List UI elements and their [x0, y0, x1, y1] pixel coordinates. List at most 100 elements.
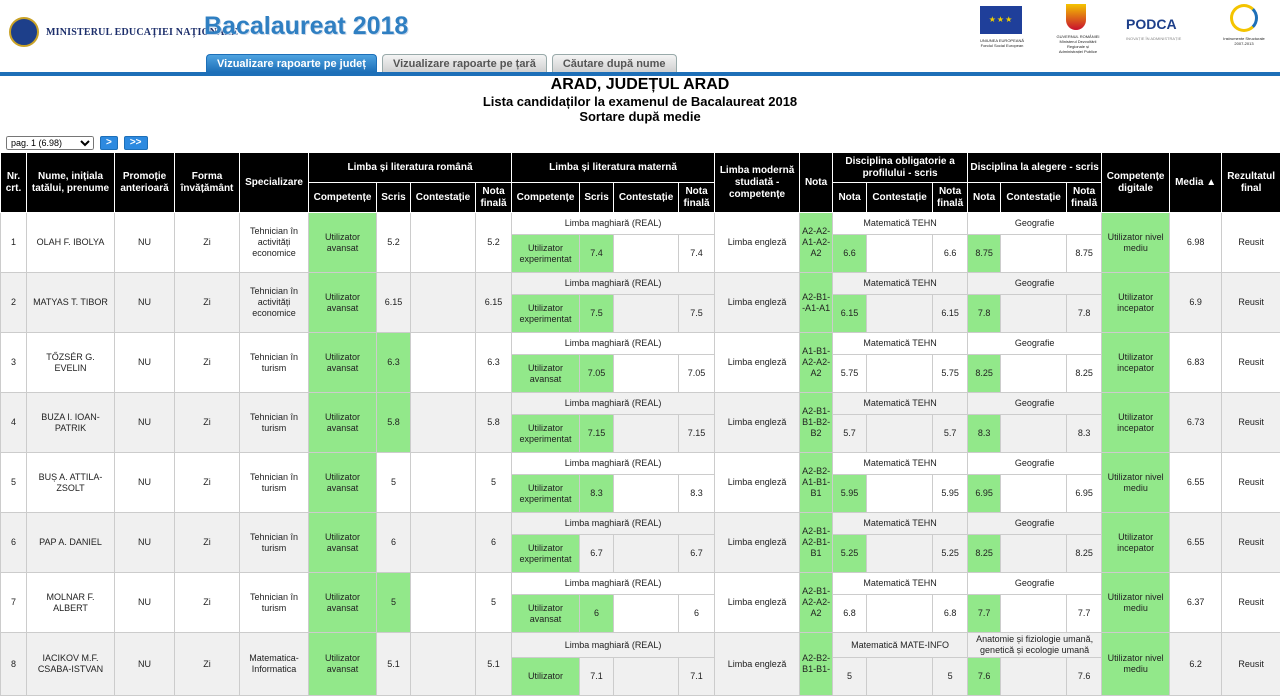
cell-mat-scris: 6 [580, 595, 614, 633]
cell-nr: 7 [1, 573, 27, 633]
col-mat-nota-finala: Nota finală [679, 183, 715, 213]
cell-ro-comp: Utilizator avansat [309, 333, 377, 393]
col-mat-contestatie: Contestație [614, 183, 679, 213]
cell-obl-final: 5 [933, 658, 968, 696]
cell-mat-comp: Utilizator avansat [512, 595, 580, 633]
cell-obl-final: 6.15 [933, 295, 968, 333]
cell-obl-nota: 6.6 [833, 235, 867, 273]
cell-obl-nota: 6.15 [833, 295, 867, 333]
cell-mat-comp: Utilizator avansat [512, 355, 580, 393]
cell-digital: Utilizator nivel mediu [1102, 633, 1170, 696]
tab-country-reports[interactable]: Vizualizare rapoarte pe țară [382, 54, 547, 72]
cell-alg-name: Geografie [968, 213, 1102, 235]
cell-promo: NU [115, 213, 175, 273]
cell-obl-nota: 5.25 [833, 535, 867, 573]
cell-ro-scris: 5 [377, 453, 411, 513]
cell-name: BUȘ A. ATTILA-ZSOLT [27, 453, 115, 513]
cell-mat-lang: Limba maghiară (REAL) [512, 213, 715, 235]
cell-mat-scris: 7.05 [580, 355, 614, 393]
cell-ro-final: 6.15 [476, 273, 512, 333]
cell-ro-scris: 6 [377, 513, 411, 573]
cell-mat-lang: Limba maghiară (REAL) [512, 333, 715, 355]
col-digital: Competențe digitale [1102, 153, 1170, 213]
cell-name: OLAH F. IBOLYA [27, 213, 115, 273]
cell-modern-lang: Limba engleză [715, 573, 800, 633]
cell-ro-final: 5.2 [476, 213, 512, 273]
eu-flag-icon: ★★★ [980, 6, 1022, 34]
cell-mat-lang: Limba maghiară (REAL) [512, 513, 715, 535]
cell-modern-lang: Limba engleză [715, 213, 800, 273]
report-heading: ARAD, JUDEȚUL ARAD Lista candidaților la… [0, 76, 1280, 124]
col-group-obligatory: Disciplina obligatorie a profilului - sc… [833, 153, 968, 183]
col-nr: Nr. crt. [1, 153, 27, 213]
cell-mat-final: 7.15 [679, 415, 715, 453]
podca-logo: PODCA [1126, 16, 1177, 32]
cell-alg-final: 7.6 [1067, 658, 1102, 696]
col-media-sort[interactable]: Media ▲ [1170, 153, 1222, 213]
cell-spec: Tehnician în turism [240, 453, 309, 513]
cell-mat-lang: Limba maghiară (REAL) [512, 393, 715, 415]
cell-alg-nota: 8.25 [968, 355, 1001, 393]
page-select[interactable]: pag. 1 (6.98) [6, 136, 94, 150]
cell-modern-nota: A2-B2-B1-B1- [800, 633, 833, 696]
col-alg-nota: Nota [968, 183, 1001, 213]
cell-result: Reusit [1222, 633, 1280, 696]
cell-alg-cont [1001, 475, 1067, 513]
cell-obl-cont [867, 235, 933, 273]
next-page-button[interactable]: > [100, 136, 118, 150]
cell-nr: 8 [1, 633, 27, 696]
cell-nr: 4 [1, 393, 27, 453]
cell-forma: Zi [175, 573, 240, 633]
cell-obl-name: Matematică MATE-INFO [833, 633, 968, 658]
cell-mat-comp: Utilizator experimentat [512, 535, 580, 573]
cell-mat-final: 7.4 [679, 235, 715, 273]
cell-ro-comp: Utilizator avansat [309, 633, 377, 696]
cell-alg-name: Geografie [968, 513, 1102, 535]
cell-ro-final: 5.1 [476, 633, 512, 696]
cell-mat-cont [614, 475, 679, 513]
col-ro-nota-finala: Nota finală [476, 183, 512, 213]
cell-forma: Zi [175, 333, 240, 393]
cell-alg-final: 6.95 [1067, 475, 1102, 513]
cell-digital: Utilizator nivel mediu [1102, 453, 1170, 513]
cell-alg-cont [1001, 658, 1067, 696]
cell-alg-cont [1001, 235, 1067, 273]
cell-mat-scris: 6.7 [580, 535, 614, 573]
cell-result: Reusit [1222, 453, 1280, 513]
cell-ro-comp: Utilizator avansat [309, 213, 377, 273]
cell-result: Reusit [1222, 513, 1280, 573]
cell-nr: 3 [1, 333, 27, 393]
cell-ro-scris: 5.1 [377, 633, 411, 696]
structural-instruments-icon [1230, 4, 1258, 32]
col-promo: Promoție anterioară [115, 153, 175, 213]
tab-county-reports[interactable]: Vizualizare rapoarte pe județ [206, 54, 377, 72]
col-mat-scris: Scris [580, 183, 614, 213]
cell-mat-scris: 8.3 [580, 475, 614, 513]
col-group-maternal: Limba și literatura maternă [512, 153, 715, 183]
cell-mat-lang: Limba maghiară (REAL) [512, 273, 715, 295]
cell-ro-scris: 5.2 [377, 213, 411, 273]
cell-modern-lang: Limba engleză [715, 513, 800, 573]
cell-alg-name: Geografie [968, 273, 1102, 295]
cell-ro-comp: Utilizator avansat [309, 393, 377, 453]
cell-ro-comp: Utilizator avansat [309, 273, 377, 333]
cell-ro-cont [411, 393, 476, 453]
col-modern-lang: Limba modernă studiată - competențe [715, 153, 800, 213]
cell-modern-nota: A2-B1--A1-A1 [800, 273, 833, 333]
cell-obl-final: 5.7 [933, 415, 968, 453]
cell-forma: Zi [175, 633, 240, 696]
cell-ro-scris: 5.8 [377, 393, 411, 453]
cell-name: TŐZSÉR G. EVELIN [27, 333, 115, 393]
cell-spec: Tehnician în activități economice [240, 213, 309, 273]
last-page-button[interactable]: >> [124, 136, 148, 150]
cell-mat-final: 7.05 [679, 355, 715, 393]
cell-media: 6.83 [1170, 333, 1222, 393]
cell-obl-nota: 5.75 [833, 355, 867, 393]
cell-ro-final: 5.8 [476, 393, 512, 453]
tab-search-by-name[interactable]: Căutare după nume [552, 54, 677, 72]
cell-mat-scris: 7.15 [580, 415, 614, 453]
